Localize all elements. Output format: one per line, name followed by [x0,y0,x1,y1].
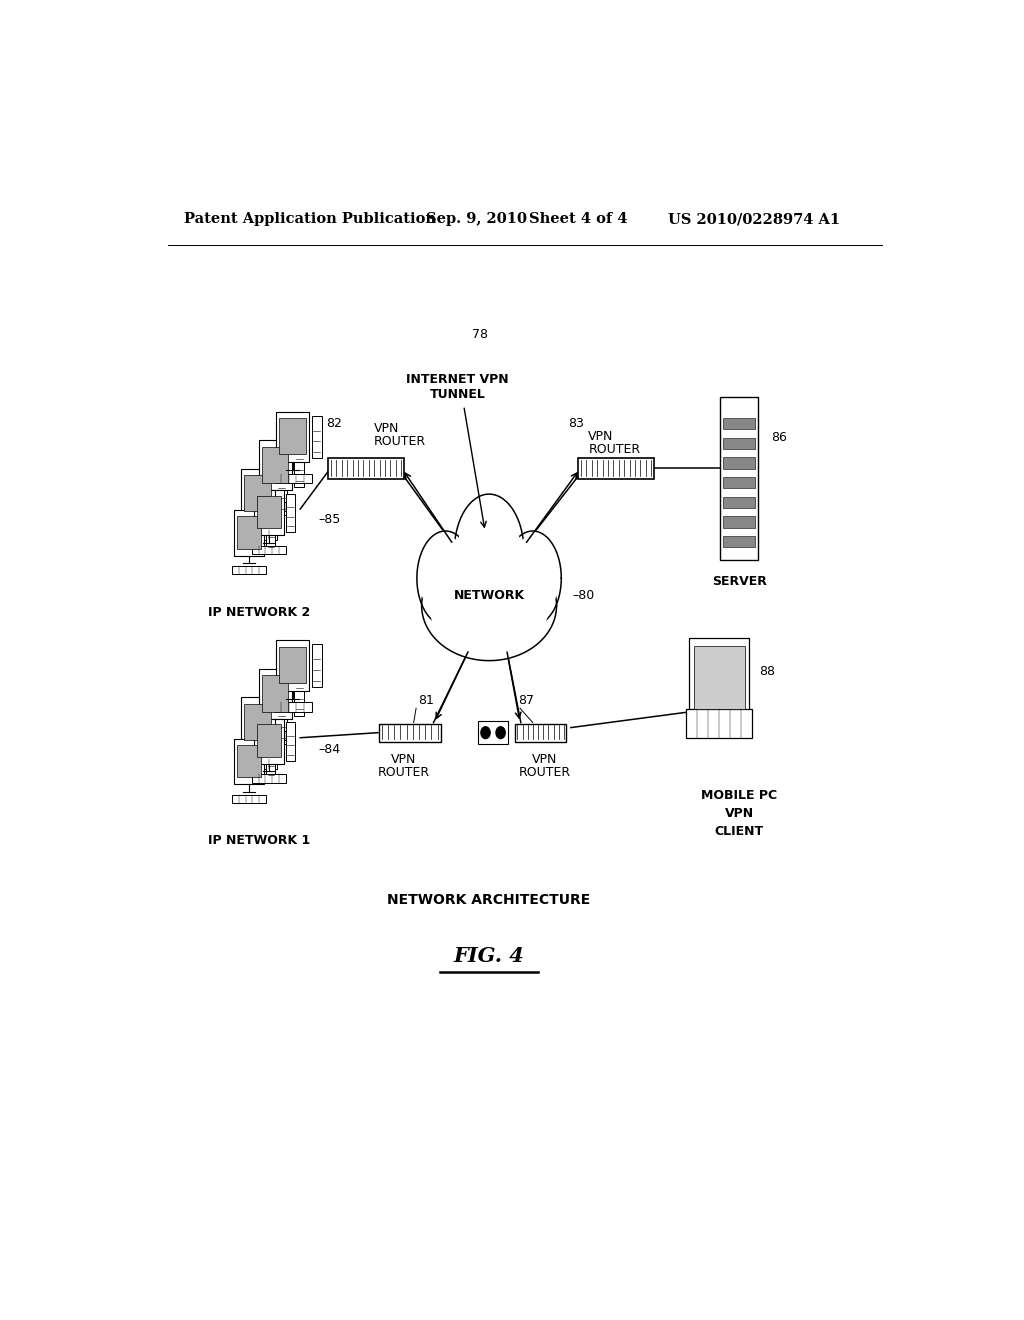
FancyBboxPatch shape [286,494,295,532]
FancyBboxPatch shape [720,397,758,561]
FancyBboxPatch shape [689,639,749,717]
FancyBboxPatch shape [252,775,286,783]
FancyBboxPatch shape [262,446,289,483]
FancyBboxPatch shape [254,490,284,535]
Text: VPN: VPN [391,752,416,766]
Text: ROUTER: ROUTER [518,766,570,779]
Text: US 2010/0228974 A1: US 2010/0228974 A1 [668,213,840,227]
FancyBboxPatch shape [256,731,294,741]
Text: INTERNET VPN
TUNNEL: INTERNET VPN TUNNEL [407,374,509,401]
FancyBboxPatch shape [280,418,306,454]
FancyBboxPatch shape [239,759,276,768]
FancyBboxPatch shape [311,644,322,688]
Text: 87: 87 [518,694,535,708]
Text: MOBILE PC: MOBILE PC [701,788,777,801]
Polygon shape [508,537,558,619]
FancyBboxPatch shape [239,531,276,540]
Circle shape [481,727,490,739]
FancyBboxPatch shape [276,640,309,690]
Polygon shape [430,557,549,653]
Text: Sheet 4 of 4: Sheet 4 of 4 [528,213,628,227]
FancyBboxPatch shape [257,496,281,528]
FancyBboxPatch shape [238,516,261,549]
FancyBboxPatch shape [723,477,755,488]
FancyBboxPatch shape [266,743,275,781]
FancyBboxPatch shape [231,566,266,574]
FancyBboxPatch shape [723,438,755,449]
Text: VPN: VPN [374,422,399,434]
Polygon shape [420,537,471,619]
Text: Patent Application Publication: Patent Application Publication [183,213,435,227]
FancyBboxPatch shape [686,709,752,738]
FancyBboxPatch shape [231,795,266,803]
FancyBboxPatch shape [257,725,281,758]
Polygon shape [455,494,524,610]
Text: NETWORK ARCHITECTURE: NETWORK ARCHITECTURE [387,894,591,907]
FancyBboxPatch shape [379,723,440,742]
FancyBboxPatch shape [280,647,306,684]
FancyBboxPatch shape [723,418,755,429]
FancyBboxPatch shape [259,440,292,491]
Text: Sep. 9, 2010: Sep. 9, 2010 [426,213,526,227]
Text: ROUTER: ROUTER [377,766,429,779]
FancyBboxPatch shape [234,739,264,784]
Text: ROUTER: ROUTER [588,444,640,457]
Text: SERVER: SERVER [712,576,767,589]
FancyBboxPatch shape [252,545,286,554]
FancyBboxPatch shape [241,697,274,747]
FancyBboxPatch shape [273,702,311,711]
Text: 78: 78 [472,327,487,341]
Text: 86: 86 [771,432,786,445]
FancyBboxPatch shape [329,458,403,479]
FancyBboxPatch shape [276,412,309,462]
Circle shape [496,727,505,739]
FancyBboxPatch shape [723,496,755,508]
FancyBboxPatch shape [294,444,304,487]
FancyBboxPatch shape [256,502,294,511]
FancyBboxPatch shape [259,669,292,719]
Polygon shape [504,531,561,626]
Text: IP NETWORK 1: IP NETWORK 1 [208,834,310,847]
Text: FIG. 4: FIG. 4 [454,946,524,966]
Text: –85: –85 [318,512,341,525]
FancyBboxPatch shape [311,416,322,458]
FancyBboxPatch shape [266,513,275,552]
Text: VPN: VPN [588,430,613,444]
FancyBboxPatch shape [694,647,744,709]
FancyBboxPatch shape [254,718,284,764]
FancyBboxPatch shape [579,458,653,479]
Text: –80: –80 [572,589,595,602]
Polygon shape [422,550,557,660]
FancyBboxPatch shape [723,516,755,528]
FancyBboxPatch shape [723,457,755,469]
FancyBboxPatch shape [234,511,264,556]
FancyBboxPatch shape [262,676,289,711]
Text: ROUTER: ROUTER [374,436,426,447]
Text: IP NETWORK 2: IP NETWORK 2 [208,606,310,619]
Text: VPN: VPN [531,752,557,766]
FancyBboxPatch shape [241,469,274,519]
FancyBboxPatch shape [286,722,295,760]
FancyBboxPatch shape [276,473,287,515]
FancyBboxPatch shape [276,701,287,744]
Text: 82: 82 [327,417,342,430]
Text: 81: 81 [418,694,433,708]
FancyBboxPatch shape [515,723,566,742]
Text: NETWORK: NETWORK [454,589,524,602]
Text: VPN: VPN [725,807,754,820]
FancyBboxPatch shape [723,536,755,548]
Text: –84: –84 [318,743,341,756]
FancyBboxPatch shape [478,721,508,744]
Text: CLIENT: CLIENT [715,825,764,838]
Polygon shape [417,531,474,626]
Polygon shape [459,502,520,602]
FancyBboxPatch shape [238,744,261,777]
FancyBboxPatch shape [245,475,270,511]
Text: 83: 83 [568,417,585,430]
FancyBboxPatch shape [273,474,311,483]
FancyBboxPatch shape [245,704,270,741]
FancyBboxPatch shape [294,673,304,715]
Text: 88: 88 [759,665,775,678]
